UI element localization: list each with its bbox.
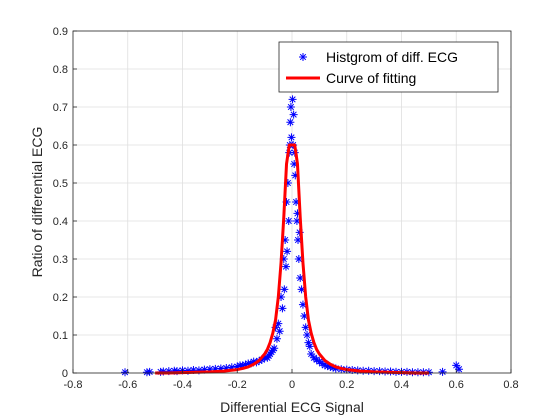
scatter-point	[121, 368, 130, 377]
x-tick-label: -0.4	[173, 379, 192, 391]
x-tick-label: -0.6	[118, 379, 137, 391]
scatter-point	[286, 118, 295, 127]
scatter-point	[454, 365, 463, 374]
scatter-point	[159, 367, 168, 376]
scatter-point	[309, 353, 318, 362]
scatter-point	[301, 323, 310, 332]
fit-curve-line	[155, 143, 429, 375]
scatter-point	[297, 285, 306, 294]
scatter-point	[281, 236, 290, 244]
scatter-point	[189, 365, 198, 374]
scatter-point	[277, 293, 286, 301]
scatter-point	[305, 342, 314, 351]
scatter-point	[211, 364, 220, 373]
legend-asterisk-icon	[299, 53, 307, 61]
scatter-point	[329, 363, 338, 372]
scatter-point	[200, 365, 209, 374]
scatter-point	[205, 365, 214, 374]
scatter-point	[287, 133, 296, 142]
scatter-point	[291, 171, 300, 180]
scatter-point	[283, 247, 292, 256]
scatter-point	[194, 366, 203, 375]
scatter-point	[452, 361, 461, 370]
scatter-point	[318, 359, 327, 368]
y-tick-label: 0.2	[53, 292, 68, 304]
scatter-point	[271, 323, 280, 332]
scatter-point	[274, 319, 283, 328]
legend-entry-scatter: Histgrom of diff. ECG	[326, 49, 458, 65]
scatter-point	[145, 367, 154, 376]
y-tick-label: 0.6	[53, 140, 68, 152]
scatter-point	[315, 357, 324, 366]
scatter-point	[307, 350, 316, 358]
scatter-point	[257, 355, 266, 364]
x-tick-label: -0.2	[228, 379, 247, 391]
scatter-point	[289, 110, 298, 119]
scatter-point	[290, 160, 299, 168]
legend-entry-line: Curve of fitting	[326, 70, 416, 86]
scatter-point	[438, 367, 447, 376]
scatter-point	[278, 304, 287, 313]
scatter-point	[279, 255, 288, 263]
scatter-point	[164, 367, 173, 376]
x-tick-label: -0.8	[64, 379, 83, 391]
scatter-point	[296, 274, 305, 282]
scatter-point	[286, 103, 295, 111]
scatter-point	[292, 198, 301, 206]
scatter-point	[304, 338, 313, 347]
x-tick-label: 0.6	[449, 379, 464, 391]
y-tick-label: 0.5	[53, 178, 68, 190]
scatter-point	[300, 312, 309, 320]
scatter-point	[292, 217, 301, 225]
legend: Histgrom of diff. ECG Curve of fitting	[278, 41, 499, 93]
scatter-point	[227, 363, 236, 372]
x-tick-label: 0.8	[503, 379, 518, 391]
y-tick-label: 0.4	[53, 216, 68, 228]
y-tick-label: 0.7	[53, 102, 68, 114]
x-tick-label: 0.2	[339, 379, 354, 391]
scatter-point	[280, 285, 289, 294]
y-tick-label: 0.8	[53, 64, 68, 76]
scatter-point	[173, 367, 182, 376]
legend-box	[278, 41, 499, 93]
scatter-point	[233, 362, 242, 371]
scatter-point	[281, 262, 290, 271]
scatter-point	[288, 95, 297, 104]
scatter-point	[323, 362, 332, 371]
scatter-point	[293, 209, 302, 218]
scatter-point	[272, 334, 281, 343]
x-axis-label: Differential ECG Signal	[220, 399, 364, 415]
y-tick-label: 0.9	[53, 26, 68, 38]
scatter-point	[275, 327, 284, 336]
scatter-point	[294, 236, 303, 244]
scatter-point	[183, 366, 192, 375]
y-axis-label: Ratio of differential ECG	[29, 127, 45, 278]
scatter-point	[283, 179, 292, 187]
legend-scatter-marker	[299, 53, 307, 61]
series-layer	[121, 42, 463, 377]
scatter-point	[312, 355, 321, 364]
ticks: -0.8 -0.6 -0.4 -0.2 0 0.2 0.4 0.6 0.8 0 0.1 0.2 0.3 0…	[53, 26, 519, 391]
y-tick-label: 0.1	[53, 330, 68, 342]
scatter-point	[303, 331, 312, 339]
y-tick-label: 0.3	[53, 254, 68, 266]
scatter-point	[222, 364, 231, 373]
scatter-point	[246, 359, 255, 368]
scatter-point	[294, 255, 303, 263]
scatter-point	[241, 360, 250, 369]
scatter-point	[282, 198, 291, 206]
scatter-point	[320, 361, 329, 370]
scatter-point	[216, 364, 225, 373]
y-tick-label: 0	[62, 368, 68, 380]
x-tick-label: 0	[289, 379, 295, 391]
scatter-point	[249, 357, 258, 366]
scatter-point	[284, 217, 293, 225]
x-tick-label: 0.4	[394, 379, 409, 391]
scatter-point	[298, 300, 307, 309]
scatter-point	[326, 362, 335, 371]
scatter-point	[270, 344, 279, 353]
scatter-point	[238, 361, 247, 370]
